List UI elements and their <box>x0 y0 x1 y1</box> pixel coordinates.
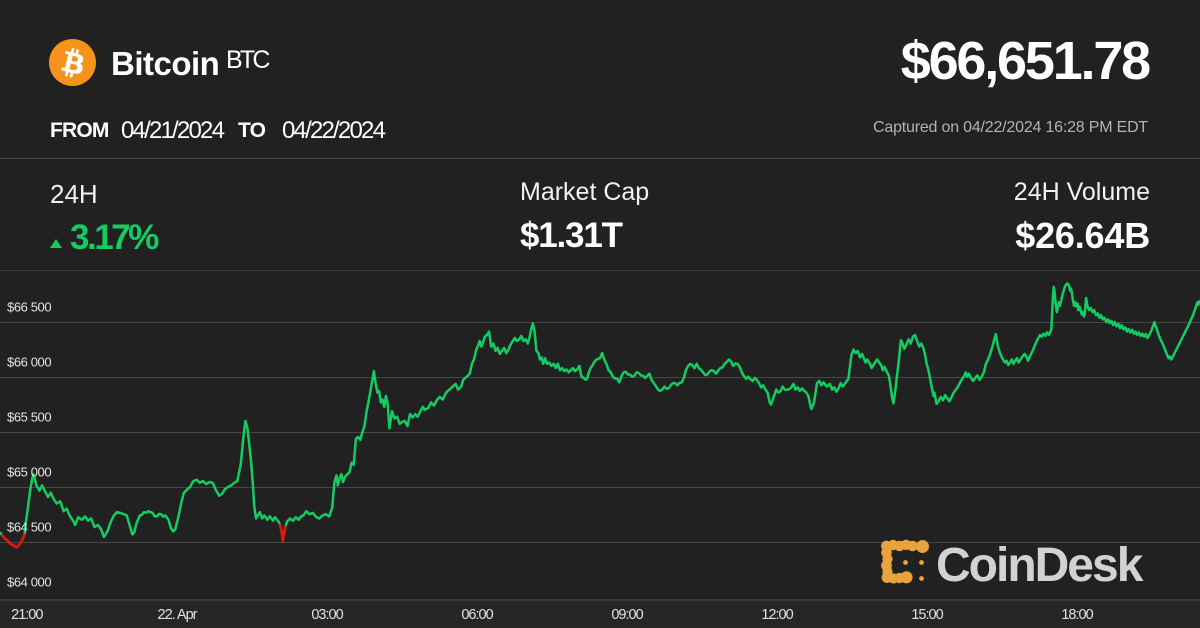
svg-text:09:00: 09:00 <box>611 607 643 623</box>
svg-text:$66 500: $66 500 <box>7 300 51 315</box>
svg-text:21:00: 21:00 <box>11 607 43 623</box>
svg-text:$66 000: $66 000 <box>7 355 51 370</box>
svg-text:CoinDesk: CoinDesk <box>936 539 1144 592</box>
svg-text:03:00: 03:00 <box>311 607 343 623</box>
svg-text:06:00: 06:00 <box>461 607 493 623</box>
svg-text:18:00: 18:00 <box>1061 607 1093 623</box>
svg-text:$65 500: $65 500 <box>7 410 51 425</box>
svg-text:15:00: 15:00 <box>911 607 943 623</box>
svg-text:$64 000: $64 000 <box>7 575 51 590</box>
svg-text:12:00: 12:00 <box>761 607 793 623</box>
svg-text:22. Apr: 22. Apr <box>158 607 198 623</box>
svg-text:$64 500: $64 500 <box>7 520 51 535</box>
svg-text:$65 000: $65 000 <box>7 465 51 480</box>
